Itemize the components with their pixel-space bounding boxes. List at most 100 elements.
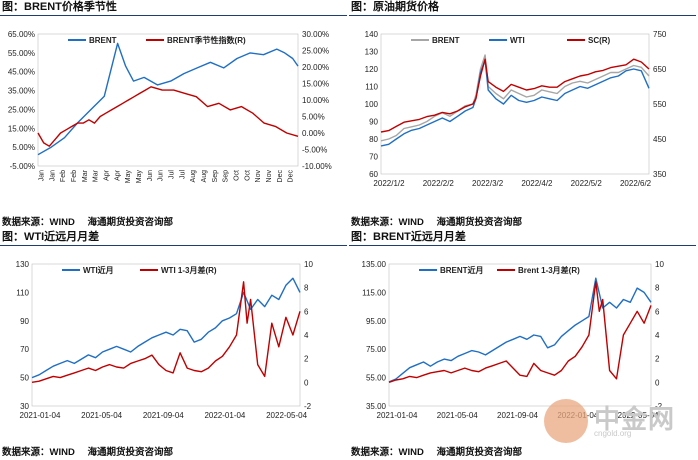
- x-tick-label: Sep: [212, 170, 219, 183]
- x-tick-label: 2022/5/2: [571, 179, 603, 188]
- legend-label: SC(R): [588, 36, 611, 45]
- x-tick-label: 2021-01-04: [377, 411, 418, 420]
- legend-label: BRENT: [432, 36, 460, 45]
- panel-title: 图：原油期货价格: [351, 1, 439, 13]
- x-tick-label: 2021-05-04: [437, 411, 478, 420]
- series-line-WTI: [380, 59, 650, 147]
- x-tick-label: Nov: [266, 170, 273, 183]
- y-left-tick-label: 45.00%: [8, 68, 35, 77]
- y-right-tick-label: 2: [655, 355, 660, 364]
- y-left-tick-label: 55.00: [366, 374, 387, 383]
- x-tick-label: Jan: [38, 170, 45, 181]
- x-tick-label: 2022/6/2: [620, 179, 652, 188]
- y-right-tick-label: 6: [304, 307, 309, 316]
- x-tick-label: Oct: [244, 170, 251, 181]
- y-left-tick-label: 90: [369, 118, 378, 127]
- title-rule: [0, 15, 347, 16]
- x-tick-label: May: [125, 170, 132, 184]
- x-tick-label: 2022/1/2: [373, 179, 405, 188]
- series-line-WTI 1-3月差(R): [31, 281, 301, 383]
- y-right-tick-label: 5.00%: [302, 113, 325, 122]
- y-right-tick-label: -5.00%: [302, 146, 327, 155]
- y-right-tick-label: 0.00%: [302, 129, 325, 138]
- x-tick-label: Apr: [114, 169, 121, 181]
- series-line-BRENT: [380, 54, 650, 142]
- source-dept: 海通期货投资咨询部: [436, 217, 522, 228]
- panel-title: 图：BRENT近远月月差: [351, 231, 466, 243]
- panel-wti-spread: 图：WTI近远月月差 130 110 90 70 50 30 10 8 6 4 2 0 -2 2021-0…: [0, 230, 349, 460]
- y-right-tick-label: 0: [655, 378, 660, 387]
- y-right-tick-label: 10: [655, 260, 664, 269]
- x-tick-label: 2021-05-04: [81, 411, 122, 420]
- y-left-tick-label: 60: [369, 170, 378, 179]
- chart-brent-seasonality: 65.00% 55.00% 45.00% 35.00% 25.00% 15.00% 5.00…: [8, 30, 332, 184]
- chart-crude-futures: 1401301201101009080706075065055045035020…: [365, 30, 667, 188]
- plot-area: [388, 263, 652, 407]
- source-note: 数据来源：WIND 海通期货投资咨询部: [2, 214, 183, 228]
- x-tick-label: 2021-09-04: [497, 411, 538, 420]
- x-tick-label: Dec: [288, 170, 295, 183]
- y-left-tick-label: 95.00: [366, 317, 387, 326]
- plot-area: [31, 263, 301, 407]
- title-rule: [0, 245, 347, 246]
- y-right-tick-label: 550: [653, 100, 667, 109]
- y-right-tick-label: -10.00%: [302, 162, 332, 171]
- x-tick-label: Sep: [223, 170, 230, 183]
- source-label: 数据来源：WIND: [2, 447, 75, 458]
- panel-crude-futures: 图：原油期货价格 140 130 120 110 100 90 80 70 60 750 650 55…: [349, 0, 698, 230]
- y-left-tick-label: 130: [16, 260, 30, 269]
- y-left-tick-label: 35.00%: [8, 87, 35, 96]
- y-left-tick-label: 65.00%: [8, 30, 35, 39]
- y-left-tick-label: 130: [365, 48, 379, 57]
- legend-label: BRENT季节性指数(R): [167, 35, 246, 45]
- y-right-tick-label: 8: [304, 284, 309, 293]
- y-left-tick-label: 140: [365, 30, 379, 39]
- y-right-tick-label: 15.00%: [302, 80, 329, 89]
- x-tick-label: Feb: [71, 170, 78, 182]
- y-left-tick-label: 115.00: [362, 288, 386, 297]
- series-line-WTI近月: [31, 277, 301, 379]
- x-tick-label: Jan: [49, 170, 56, 181]
- x-tick-label: Nov: [255, 170, 262, 183]
- x-tick-label: Jun: [147, 170, 154, 181]
- x-tick-label: Aug: [190, 170, 197, 183]
- series-line-Brent 1-3月差(R): [388, 281, 652, 383]
- panel-brent-seasonality: 图：BRENT价格季节性 65.00% 55.00% 45.00% 35.00% 25.…: [0, 0, 349, 230]
- legend-label: Brent 1-3月差(R): [518, 265, 580, 275]
- y-left-tick-label: 15.00%: [8, 124, 35, 133]
- source-note: 数据来源：WIND 海通期货投资咨询部: [351, 444, 532, 458]
- x-tick-label: 2021-09-04: [143, 411, 184, 420]
- watermark-subtext: cngold.org: [594, 429, 632, 438]
- y-left-tick-label: 80: [369, 135, 378, 144]
- y-right-tick-label: 4: [655, 331, 660, 340]
- y-left-tick-label: 70: [20, 345, 29, 354]
- y-right-tick-label: 750: [653, 30, 667, 39]
- y-left-tick-label: 75.00: [366, 345, 387, 354]
- source-label: 数据来源：WIND: [351, 447, 424, 458]
- y-right-tick-label: -2: [655, 402, 663, 411]
- plot-area: [37, 33, 299, 167]
- panel-title: 图：WTI近远月月差: [2, 231, 100, 243]
- chart-wti-spread: 130 110 90 70 50 30 10 8 6 4 2 0 -2 2021-01-04 2021-05…: [16, 260, 314, 420]
- y-left-tick-label: 5.00%: [12, 143, 35, 152]
- y-left-tick-label: 110: [365, 83, 378, 92]
- x-tick-label: Jul: [168, 170, 175, 179]
- source-note: 数据来源：WIND 海通期货投资咨询部: [2, 444, 183, 458]
- x-tick-label: Feb: [60, 170, 67, 182]
- x-tick-label: Jul: [179, 170, 186, 179]
- source-dept: 海通期货投资咨询部: [436, 447, 522, 458]
- x-tick-label: Jun: [158, 170, 165, 181]
- legend-label: WTI近月: [83, 265, 114, 275]
- y-right-tick-label: 450: [653, 135, 667, 144]
- y-right-tick-label: 350: [653, 170, 667, 179]
- legend-label: BRENT: [89, 36, 117, 45]
- y-left-tick-label: -5.00%: [10, 162, 35, 171]
- watermark-text: 中金网: [594, 404, 676, 434]
- series-line-BRENT季节性指数(R): [37, 86, 299, 147]
- y-left-tick-label: 25.00%: [8, 105, 35, 114]
- y-left-tick-label: 110: [16, 288, 29, 297]
- x-tick-label: 2022/4/2: [521, 179, 553, 188]
- y-right-tick-label: 10.00%: [302, 96, 329, 105]
- x-tick-label: 2021-01-04: [20, 411, 61, 420]
- series-line-BRENT: [37, 42, 299, 156]
